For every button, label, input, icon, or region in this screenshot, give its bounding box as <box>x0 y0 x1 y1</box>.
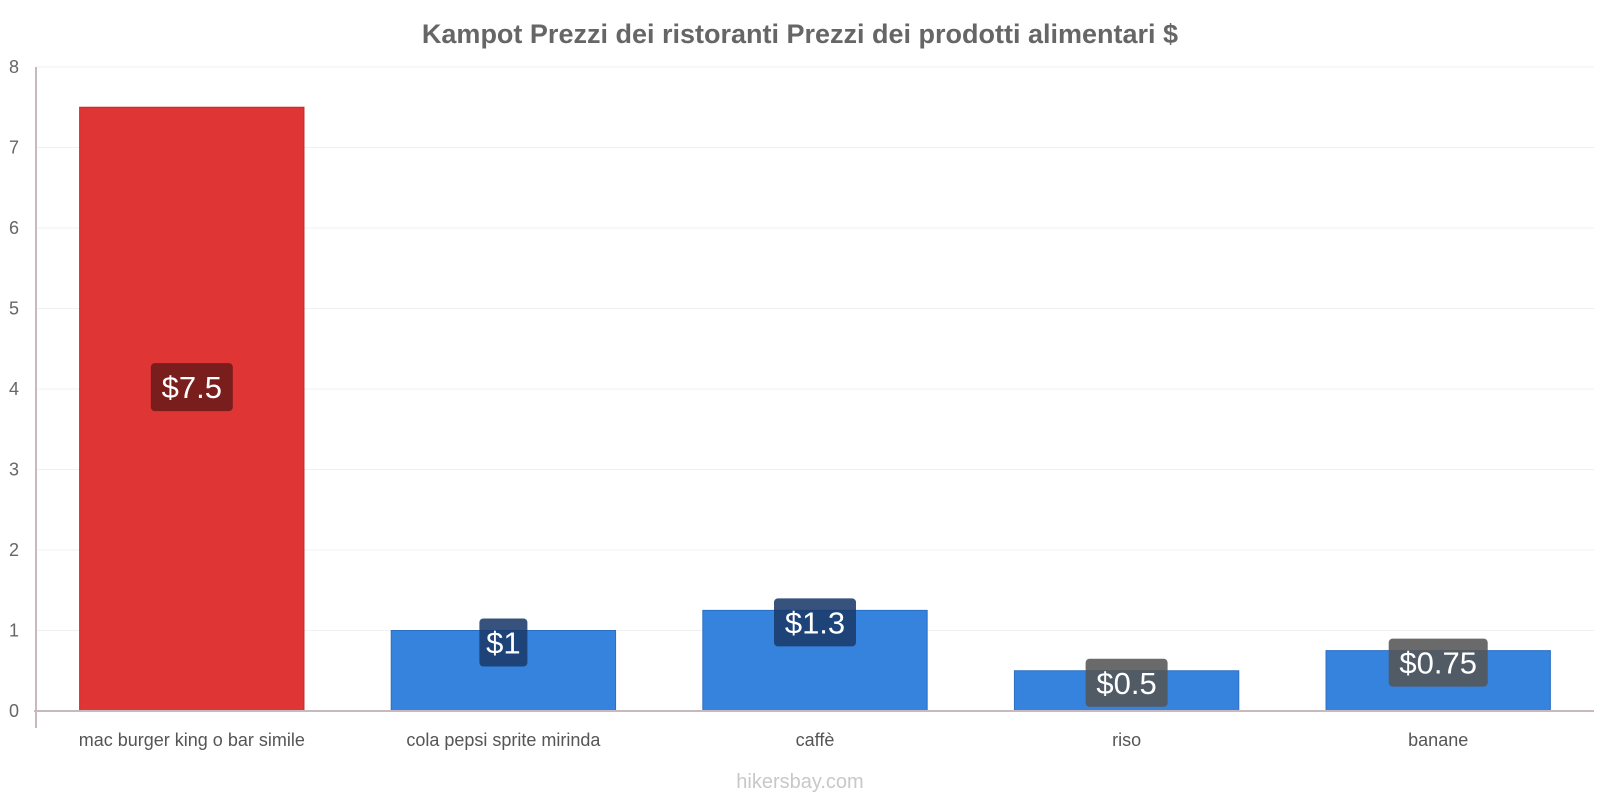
data-label: $0.75 <box>1399 646 1477 681</box>
data-label-box <box>774 598 856 647</box>
y-tick-label: 1 <box>9 621 19 641</box>
y-tick-label: 7 <box>9 138 19 158</box>
data-label-box <box>150 363 233 412</box>
data-label: $0.5 <box>1096 666 1156 701</box>
data-label: $1.3 <box>785 605 845 640</box>
y-tick-label: 2 <box>9 540 19 560</box>
data-labels: $7.5 $1 $1.3 $0.5 $0.75 <box>150 363 1488 707</box>
bar <box>79 106 305 712</box>
data-label: $7.5 <box>162 370 222 405</box>
x-tick-label: caffè <box>796 730 835 750</box>
footer-watermark: hikersbay.com <box>736 771 863 793</box>
data-label-box <box>1085 658 1168 707</box>
x-tick-label: banane <box>1408 730 1468 750</box>
data-label-box <box>479 618 528 667</box>
x-tick-label: mac burger king o bar simile <box>79 730 305 750</box>
bars <box>79 106 1551 712</box>
x-tick-label: riso <box>1112 730 1141 750</box>
x-tick-label: cola pepsi sprite mirinda <box>406 730 601 750</box>
y-axis: 0 1 2 3 4 5 6 7 8 <box>9 57 37 728</box>
y-tick-label: 0 <box>9 701 19 721</box>
data-label: $1 <box>486 626 520 661</box>
y-tick-label: 3 <box>9 460 19 480</box>
y-tick-label: 6 <box>9 218 19 238</box>
y-tick-label: 4 <box>9 379 19 399</box>
y-tick-label: 5 <box>9 299 19 319</box>
y-tick-label: 8 <box>9 57 19 77</box>
data-label-box <box>1388 638 1488 687</box>
x-axis: mac burger king o bar simile cola pepsi s… <box>34 710 1594 750</box>
chart-title: Kampot Prezzi dei ristoranti Prezzi dei … <box>422 19 1178 49</box>
